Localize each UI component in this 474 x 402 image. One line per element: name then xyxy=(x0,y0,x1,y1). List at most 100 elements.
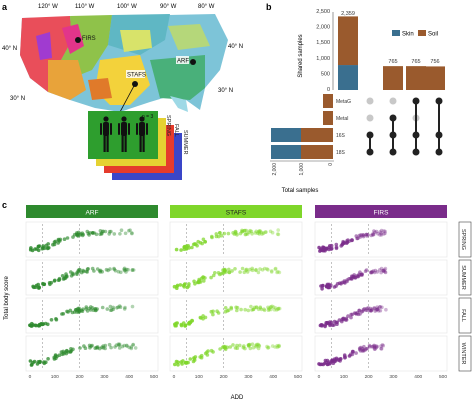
data-point xyxy=(375,270,380,274)
data-point xyxy=(182,244,187,249)
data-point xyxy=(371,344,375,349)
data-point xyxy=(101,346,106,350)
data-point xyxy=(114,343,119,348)
data-point xyxy=(179,248,183,252)
x-tick-label: 200 xyxy=(365,374,373,380)
data-point xyxy=(357,308,362,313)
data-point xyxy=(369,233,374,238)
upset-y-ticks: 0 500 1,000 1,500 2,000 2,500 xyxy=(316,9,330,93)
data-point xyxy=(66,310,70,314)
data-point xyxy=(372,306,377,311)
data-point xyxy=(52,279,57,283)
data-point xyxy=(260,230,264,235)
data-point xyxy=(260,268,265,272)
data-point xyxy=(122,307,127,311)
svg-text:2,000: 2,000 xyxy=(272,163,278,176)
data-point xyxy=(370,307,374,312)
data-point xyxy=(71,235,75,239)
data-point xyxy=(381,268,385,273)
svg-text:500: 500 xyxy=(321,71,330,77)
season-strip-label: WINTER xyxy=(460,343,466,365)
legend-soil: Soil xyxy=(428,32,438,38)
data-point xyxy=(183,282,187,286)
bar-soil xyxy=(425,66,445,90)
data-point xyxy=(272,308,277,312)
data-point xyxy=(200,241,204,246)
data-point xyxy=(370,270,375,274)
data-point xyxy=(276,228,281,232)
x-tick-label: 500 xyxy=(294,374,302,380)
data-point xyxy=(358,347,362,352)
data-point xyxy=(244,228,248,233)
data-point xyxy=(58,239,62,243)
lon-label: 110° W xyxy=(75,4,95,10)
data-label: 756 xyxy=(430,59,439,65)
facet-panel xyxy=(25,221,159,258)
data-point xyxy=(327,245,332,250)
data-point xyxy=(270,344,275,348)
data-point xyxy=(273,345,277,349)
data-point xyxy=(251,345,256,350)
data-point xyxy=(266,308,271,313)
card-label-summer: SUMMER xyxy=(182,130,188,154)
data-point xyxy=(257,230,261,235)
x-tick-label: 200 xyxy=(220,374,228,380)
data-point xyxy=(209,275,213,280)
data-point xyxy=(372,229,376,233)
data-point xyxy=(273,306,278,310)
data-point xyxy=(362,348,366,353)
data-point xyxy=(344,241,349,245)
site-marker-firs xyxy=(75,37,81,43)
data-point xyxy=(365,346,370,351)
data-point xyxy=(183,323,188,328)
panel-label-b: b xyxy=(266,2,272,12)
data-point xyxy=(253,231,258,235)
facet-panel xyxy=(314,259,448,296)
data-point xyxy=(368,270,373,275)
data-point xyxy=(267,306,271,311)
data-point xyxy=(364,232,369,237)
data-point xyxy=(211,350,215,354)
data-point xyxy=(117,343,121,348)
data-point xyxy=(94,232,99,237)
data-point xyxy=(276,344,281,349)
data-point xyxy=(368,306,373,311)
data-point xyxy=(111,305,115,310)
facet-panel xyxy=(314,335,448,372)
data-point xyxy=(350,352,355,357)
data-point xyxy=(221,268,225,272)
data-point xyxy=(197,277,201,282)
season-strip xyxy=(458,335,472,372)
data-point xyxy=(128,228,132,232)
data-point xyxy=(54,356,58,361)
scatter-xlabel: ADD xyxy=(231,395,244,401)
data-point xyxy=(363,269,368,274)
data-point xyxy=(265,344,269,349)
data-point xyxy=(361,233,366,237)
bar-soil xyxy=(338,16,358,66)
facet-panel xyxy=(314,297,448,334)
data-point xyxy=(172,284,177,289)
data-point xyxy=(260,232,264,236)
data-point xyxy=(369,308,374,313)
data-point xyxy=(226,231,231,236)
data-point xyxy=(116,269,121,274)
svg-text:MetaG: MetaG xyxy=(336,99,351,105)
data-point xyxy=(76,270,81,274)
data-point xyxy=(382,269,386,274)
data-point xyxy=(380,343,385,347)
data-point xyxy=(130,268,135,272)
data-point xyxy=(378,305,382,309)
data-point xyxy=(369,309,373,313)
data-point xyxy=(174,359,179,364)
data-point xyxy=(371,232,375,236)
data-point xyxy=(262,266,267,271)
data-point xyxy=(275,343,280,348)
facet-strip xyxy=(26,205,158,218)
data-point xyxy=(350,349,355,354)
data-point xyxy=(218,272,222,277)
facet-strip-label: STAFS xyxy=(226,210,247,217)
data-point xyxy=(382,229,386,233)
data-point xyxy=(245,270,250,274)
data-point xyxy=(269,270,274,274)
